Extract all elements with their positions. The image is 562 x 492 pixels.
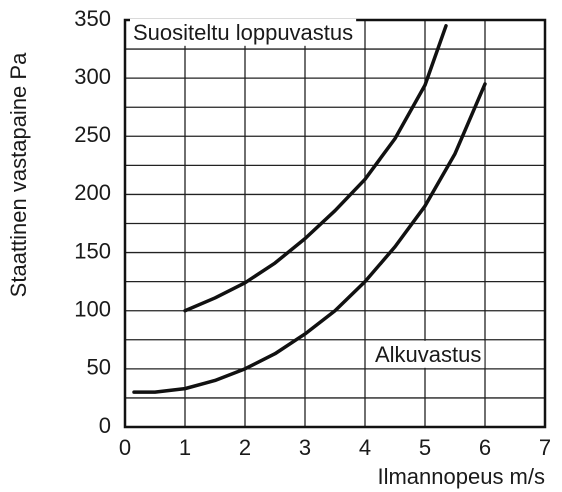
x-tick-label: 5 — [419, 435, 431, 460]
y-tick-label: 50 — [87, 355, 111, 380]
y-axis-label: Staattinen vastapaine Pa — [6, 52, 31, 297]
x-tick-label: 2 — [239, 435, 251, 460]
x-tick-label: 4 — [359, 435, 371, 460]
series-label: Suositeltu loppuvastus — [133, 20, 353, 45]
label-background — [130, 18, 357, 46]
y-tick-label: 0 — [99, 413, 111, 438]
x-axis-label: Ilmannopeus m/s — [377, 464, 545, 489]
line — [183, 24, 448, 313]
series-label: Alkuvastus — [375, 342, 481, 367]
y-tick-label: 100 — [74, 297, 111, 322]
label-background — [372, 340, 485, 368]
y-tick-label: 350 — [74, 6, 111, 31]
y-tick-label: 200 — [74, 180, 111, 205]
y-tick-label: 250 — [74, 122, 111, 147]
x-tick-label: 0 — [119, 435, 131, 460]
line — [132, 82, 487, 394]
y-tick-label: 150 — [74, 238, 111, 263]
x-tick-label: 7 — [539, 435, 551, 460]
x-tick-label: 1 — [179, 435, 191, 460]
x-tick-label: 6 — [479, 435, 491, 460]
x-tick-label: 3 — [299, 435, 311, 460]
y-tick-label: 300 — [74, 64, 111, 89]
